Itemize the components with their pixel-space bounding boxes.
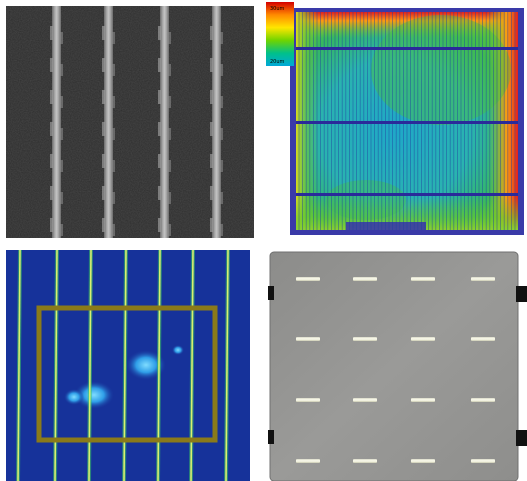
luminescence-finger-7 bbox=[225, 250, 229, 481]
contact-pad-4-3 bbox=[411, 459, 435, 463]
contact-pad-4-4 bbox=[471, 459, 495, 463]
defect-spot-3 bbox=[64, 389, 84, 405]
contact-pad-3-2 bbox=[353, 398, 377, 402]
defect-spot-1 bbox=[126, 350, 166, 380]
clip-right-bottom bbox=[516, 430, 527, 446]
contact-pad-1-4 bbox=[471, 277, 495, 281]
contact-pad-2-3 bbox=[411, 337, 435, 341]
sem-finger-lines bbox=[50, 6, 223, 238]
contact-pad-3-4 bbox=[471, 398, 495, 402]
contact-pad-1-1 bbox=[296, 277, 320, 281]
luminescence-finger-1 bbox=[17, 250, 21, 481]
sem-image bbox=[6, 6, 254, 238]
contact-pad-1-3 bbox=[411, 277, 435, 281]
clip-left-bottom bbox=[268, 430, 274, 444]
contact-pad-1-2 bbox=[353, 277, 377, 281]
defect-spot-4 bbox=[172, 345, 184, 355]
sem-image-panel bbox=[6, 6, 254, 238]
busbar-3 bbox=[296, 193, 518, 196]
luminescence-map bbox=[6, 250, 250, 481]
contact-pad-4-1 bbox=[296, 459, 320, 463]
sem-finger-2 bbox=[104, 6, 113, 238]
luminescence-map-panel bbox=[6, 250, 250, 481]
wafer-contact-pads bbox=[296, 277, 495, 463]
colorbar-bottom-label: 20um bbox=[270, 59, 285, 65]
busbar-2 bbox=[296, 121, 518, 124]
defect-spot-2 bbox=[74, 381, 114, 409]
contact-pad-3-1 bbox=[296, 398, 320, 402]
contact-pad-2-1 bbox=[296, 337, 320, 341]
clip-right-top bbox=[516, 286, 527, 302]
sem-finger-1 bbox=[52, 6, 61, 238]
colorbar bbox=[266, 2, 294, 66]
contact-pad-3-3 bbox=[411, 398, 435, 402]
contact-pad-2-2 bbox=[353, 337, 377, 341]
wafer-photo bbox=[268, 251, 527, 481]
contact-pad-4-2 bbox=[353, 459, 377, 463]
contact-pad-2-4 bbox=[471, 337, 495, 341]
region-highlight-box bbox=[36, 305, 218, 443]
colorbar-top-label: 30um bbox=[270, 6, 285, 12]
thickness-color-map: 30um 20um bbox=[266, 2, 524, 235]
sem-finger-4 bbox=[212, 6, 221, 238]
thickness-map-panel: 30um 20um bbox=[266, 0, 527, 240]
sem-finger-3 bbox=[160, 6, 169, 238]
clip-left-top bbox=[268, 286, 274, 300]
busbar-1 bbox=[296, 47, 518, 50]
wafer-photo-panel bbox=[268, 250, 527, 481]
